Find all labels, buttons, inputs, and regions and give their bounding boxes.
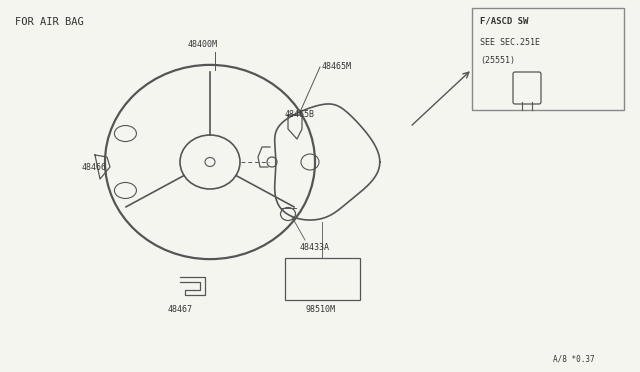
Text: 48400M: 48400M [188, 39, 218, 48]
Text: F/ASCD SW: F/ASCD SW [480, 16, 529, 25]
Bar [472, 8, 624, 110]
Bar [285, 258, 360, 300]
Text: A/8 *0.37: A/8 *0.37 [554, 355, 595, 364]
Ellipse shape [267, 157, 277, 167]
Text: 48433A: 48433A [300, 243, 330, 251]
Text: 48465B: 48465B [285, 109, 315, 119]
Text: SEE SEC.251E: SEE SEC.251E [480, 38, 540, 47]
Text: 98510M: 98510M [305, 305, 335, 314]
Text: 48467: 48467 [168, 305, 193, 314]
Text: 48465M: 48465M [322, 61, 352, 71]
Text: (25551): (25551) [480, 56, 515, 65]
Text: FOR AIR BAG: FOR AIR BAG [15, 17, 84, 27]
Text: 48466: 48466 [82, 163, 107, 171]
